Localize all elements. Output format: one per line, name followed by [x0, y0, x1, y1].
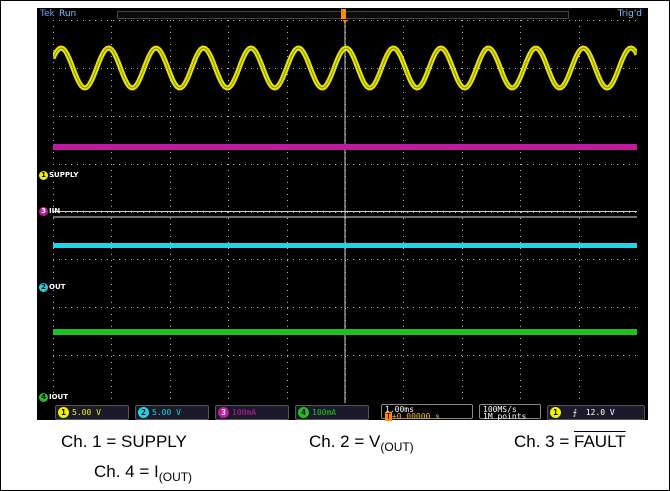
ch4-marker: 4 — [39, 393, 48, 402]
trigger-level: 12.0 V — [585, 408, 615, 417]
timebase-marker-icon: T — [385, 412, 392, 421]
ch1-scale-readout[interactable]: 1 5.00 V — [55, 405, 129, 420]
ch3-waveform — [53, 144, 637, 150]
brand-label: Tek — [40, 9, 55, 19]
acquisition-readout[interactable]: 100MS/s 1M points — [479, 404, 541, 421]
ch3-marker: 3 — [39, 207, 48, 216]
graticule-center-axes — [53, 20, 637, 403]
timebase-position: +0.00000 s — [391, 412, 440, 421]
ch1-marker: 1 — [39, 171, 48, 180]
ch1-ground-label: 1 SUPPLY — [39, 171, 78, 180]
trigger-readout[interactable]: 1 ⨍ 12.0 V — [547, 405, 645, 420]
scope-readout-bar: 1 5.00 V 2 5.00 V 3 100mA 4 100mA 1.00ms T+0… — [37, 403, 648, 421]
trigger-state-label: Trig'd — [617, 9, 642, 19]
ch1-waveform-core — [53, 47, 637, 89]
figure-captions: Ch. 1 = SUPPLY Ch. 2 = V(OUT) Ch. 3 = FA… — [1, 426, 669, 490]
caption-ch4: Ch. 4 = I(OUT) — [94, 462, 193, 484]
timebase-scale: 1.00ms — [385, 405, 414, 414]
timebase-readout[interactable]: 1.00ms T+0.00000 s — [381, 404, 473, 421]
trigger-point-marker — [343, 20, 347, 25]
caption-ch3: Ch. 3 = FAULT — [514, 432, 626, 451]
graticule — [53, 20, 637, 403]
scope-status-bar: Tek Run Trig'd — [37, 8, 648, 20]
caption-ch1: Ch. 1 = SUPPLY — [61, 432, 187, 451]
ch3-ground-label: 3 IIN — [39, 207, 60, 216]
ch4-ground-label: 4 IOUT — [39, 393, 68, 402]
ch2-waveform — [53, 243, 637, 248]
ch2-marker: 2 — [39, 283, 48, 292]
ch2-ground-label: 2 OUT — [39, 283, 65, 292]
run-state-label: Run — [59, 9, 77, 19]
trigger-position-marker — [341, 9, 346, 19]
ch3-scale-readout[interactable]: 3 100mA — [215, 405, 289, 420]
ch4-scale-readout[interactable]: 4 100mA — [295, 405, 369, 420]
ch4-waveform — [53, 329, 637, 335]
rising-edge-icon: ⨍ — [572, 408, 577, 417]
caption-ch2: Ch. 2 = V(OUT) — [309, 432, 414, 454]
waveform-screen — [53, 20, 637, 403]
record-length: 1M points — [483, 412, 527, 421]
sample-rate: 100MS/s — [483, 405, 517, 414]
trigger-source: 1 — [550, 407, 561, 418]
ch2-scale-readout[interactable]: 2 5.00 V — [135, 405, 209, 420]
